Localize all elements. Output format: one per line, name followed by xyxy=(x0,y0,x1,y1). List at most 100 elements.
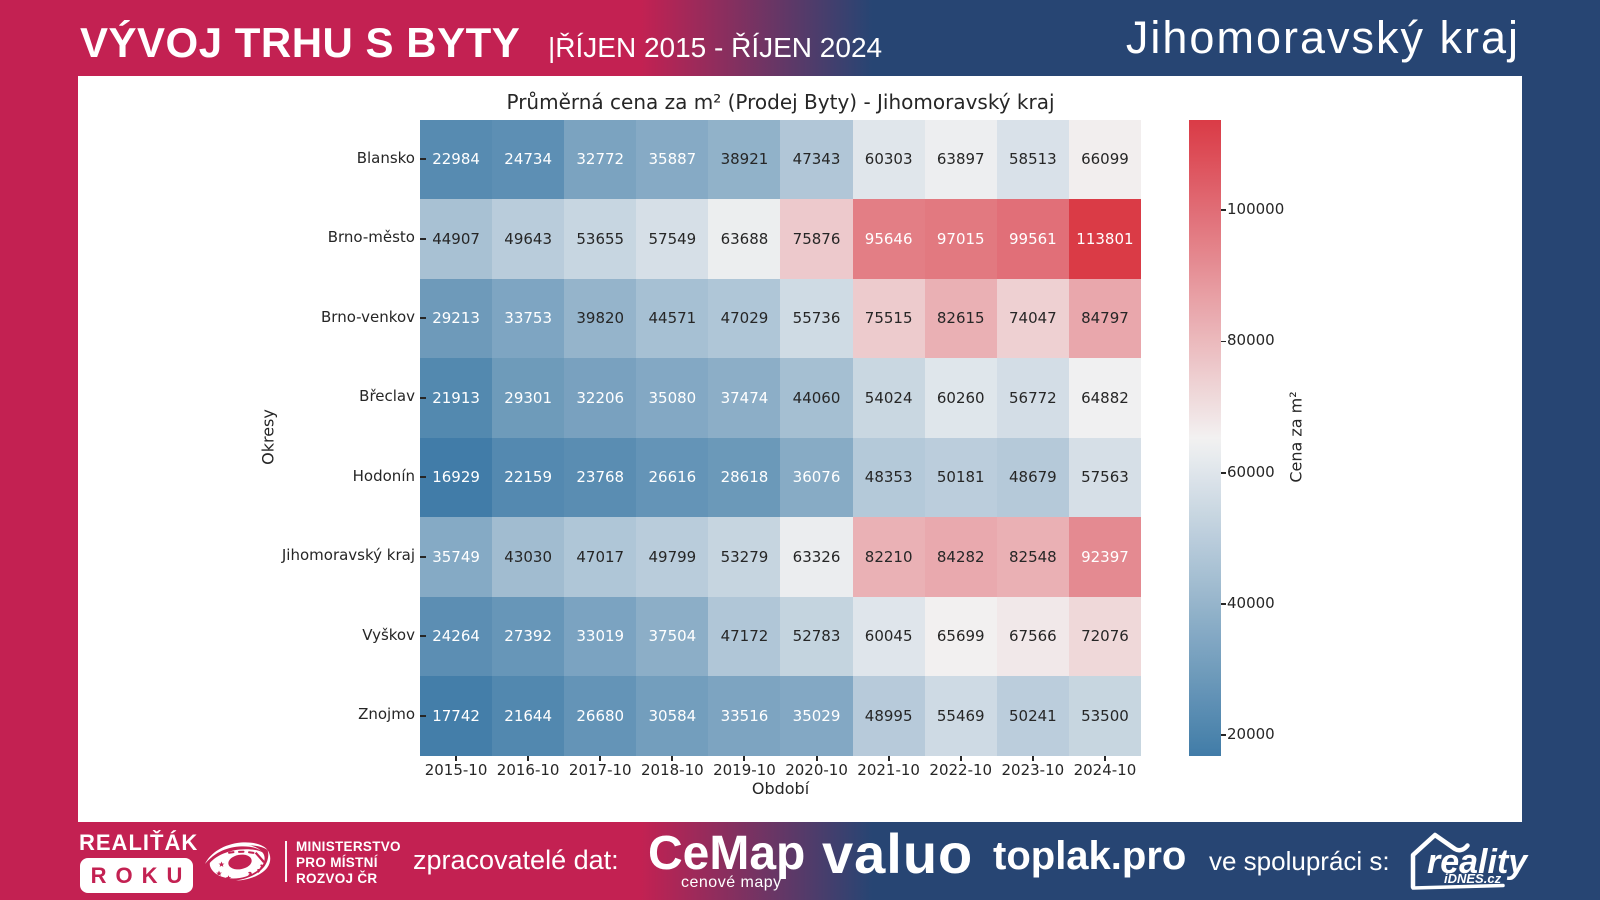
heatmap-cell: 49643 xyxy=(492,199,565,279)
heatmap-cell: 29301 xyxy=(492,358,565,438)
footer-divider xyxy=(285,841,287,882)
y-axis-label: Okresy xyxy=(258,409,278,465)
heatmap-cell: 47172 xyxy=(708,596,781,676)
heatmap-cell: 23768 xyxy=(564,437,637,517)
reality-logo-name: reality xyxy=(1427,843,1528,881)
x-tick-mark xyxy=(599,755,602,761)
y-tick-mark xyxy=(420,317,426,320)
heatmap-cell: 63326 xyxy=(780,517,853,597)
x-tick-label: 2024-10 xyxy=(1073,760,1137,779)
y-tick-mark xyxy=(420,476,426,479)
x-tick-mark xyxy=(959,755,962,761)
heatmap-cell: 49799 xyxy=(636,517,709,597)
house-icon xyxy=(1410,832,1505,890)
heatmap-cell: 43030 xyxy=(492,517,565,597)
x-tick-label: 2021-10 xyxy=(857,760,920,779)
heatmap-cell: 63688 xyxy=(708,199,781,279)
toplak-pro-logo: toplak.pro xyxy=(993,834,1187,878)
colorbar-tick-label: 20000 xyxy=(1227,725,1275,744)
cemap-logo: CeMap cenové mapy xyxy=(648,830,813,892)
heatmap-cell: 24734 xyxy=(492,119,565,199)
heatmap-cell: 74047 xyxy=(996,278,1069,358)
heatmap-cell: 36076 xyxy=(780,437,853,517)
heatmap-cell: 33516 xyxy=(708,676,781,756)
x-tick-mark xyxy=(1103,755,1106,761)
heatmap-cell: 99561 xyxy=(996,199,1069,279)
heatmap-cell: 66099 xyxy=(1068,119,1141,199)
heatmap-cell: 22984 xyxy=(420,119,493,199)
heatmap-cell: 113801 xyxy=(1068,199,1141,279)
x-tick-mark xyxy=(1031,755,1034,761)
x-tick-label: 2019-10 xyxy=(713,760,776,779)
y-tick-mark xyxy=(420,635,426,638)
region-title: Jihomoravský kraj xyxy=(1125,12,1520,63)
colorbar-label: Cena za m² xyxy=(1286,391,1306,483)
heatmap-cell: 54024 xyxy=(852,358,925,438)
y-tick-label: Hodonín xyxy=(352,466,415,485)
realitak-roku-logo-title: REALIŤÁK xyxy=(79,830,199,855)
heatmap-cell: 53655 xyxy=(564,199,637,279)
heatmap-cell: 21913 xyxy=(420,358,493,438)
y-tick-label: Vyškov xyxy=(362,625,415,644)
valuo-logo: valuo xyxy=(822,822,974,885)
x-tick-mark xyxy=(455,755,458,761)
heatmap-cell: 75876 xyxy=(780,199,853,279)
y-tick-mark xyxy=(420,237,426,240)
x-tick-mark xyxy=(815,755,818,761)
heatmap-cell: 35749 xyxy=(420,517,493,597)
colorbar-tick-label: 80000 xyxy=(1227,331,1275,350)
heatmap-cell: 37474 xyxy=(708,358,781,438)
roku-badge-label: ROKU xyxy=(90,862,192,888)
heatmap-cell: 47029 xyxy=(708,278,781,358)
heatmap-cell: 32206 xyxy=(564,358,637,438)
y-tick-label: Brno-venkov xyxy=(321,307,415,326)
heatmap-cell: 50181 xyxy=(924,437,997,517)
heatmap-cell: 44571 xyxy=(636,278,709,358)
heatmap-cell: 82210 xyxy=(852,517,925,597)
y-tick-label: Jihomoravský kraj xyxy=(281,546,415,565)
heatmap-cell: 35029 xyxy=(780,676,853,756)
heatmap-cell: 48679 xyxy=(996,437,1069,517)
heatmap-cell: 44060 xyxy=(780,358,853,438)
heatmap-cell: 21644 xyxy=(492,676,565,756)
heatmap-cell: 47343 xyxy=(780,119,853,199)
colorbar-tick-label: 40000 xyxy=(1227,594,1275,613)
chart-title: Průměrná cena za m² (Prodej Byty) - Jiho… xyxy=(506,90,1055,114)
y-tick-label: Znojmo xyxy=(358,705,415,724)
y-tick-mark xyxy=(420,396,426,399)
y-tick-mark xyxy=(420,158,426,161)
heatmap-cell: 84282 xyxy=(924,517,997,597)
heatmap-cell: 67566 xyxy=(996,596,1069,676)
colorbar-tick-mark xyxy=(1220,340,1226,343)
reality-idnes-logo: reality iDNES.cz xyxy=(1405,829,1528,893)
heatmap-cell: 22159 xyxy=(492,437,565,517)
heatmap-cell: 52783 xyxy=(780,596,853,676)
roku-badge: ROKU xyxy=(80,858,193,893)
heatmap-cell: 57549 xyxy=(636,199,709,279)
heatmap-cell: 50241 xyxy=(996,676,1069,756)
heatmap-cell: 95646 xyxy=(852,199,925,279)
heatmap-cell: 26616 xyxy=(636,437,709,517)
ministry-name-line3: ROZVOJ ČR xyxy=(296,870,378,886)
x-tick-mark xyxy=(743,755,746,761)
heatmap-cell: 65699 xyxy=(924,596,997,676)
x-tick-label: 2022-10 xyxy=(929,760,993,779)
heatmap-cell: 92397 xyxy=(1068,517,1141,597)
heatmap-cell: 60303 xyxy=(852,119,925,199)
colorbar-tick-mark xyxy=(1220,209,1226,211)
heatmap-cell: 33019 xyxy=(564,596,637,676)
colorbar-tick-label: 100000 xyxy=(1227,200,1285,219)
heatmap-cell: 72076 xyxy=(1068,596,1141,676)
x-tick-mark xyxy=(887,755,890,761)
y-tick-label: Břeclav xyxy=(359,387,415,406)
heatmap-cell: 35080 xyxy=(636,358,709,438)
date-range-subtitle: |ŘÍJEN 2015 - ŘÍJEN 2024 xyxy=(548,32,883,63)
colorbar-tick-mark xyxy=(1220,603,1226,605)
cemap-logo-tagline: cenové mapy xyxy=(681,874,782,891)
heatmap-cell: 60260 xyxy=(924,358,997,438)
heatmap-cell: 84797 xyxy=(1068,278,1141,358)
x-axis-label: Období xyxy=(751,779,810,798)
heatmap-cell: 53500 xyxy=(1068,676,1141,756)
page-title: VÝVOJ TRHU S BYTY xyxy=(80,19,521,66)
x-tick-mark xyxy=(671,755,674,761)
